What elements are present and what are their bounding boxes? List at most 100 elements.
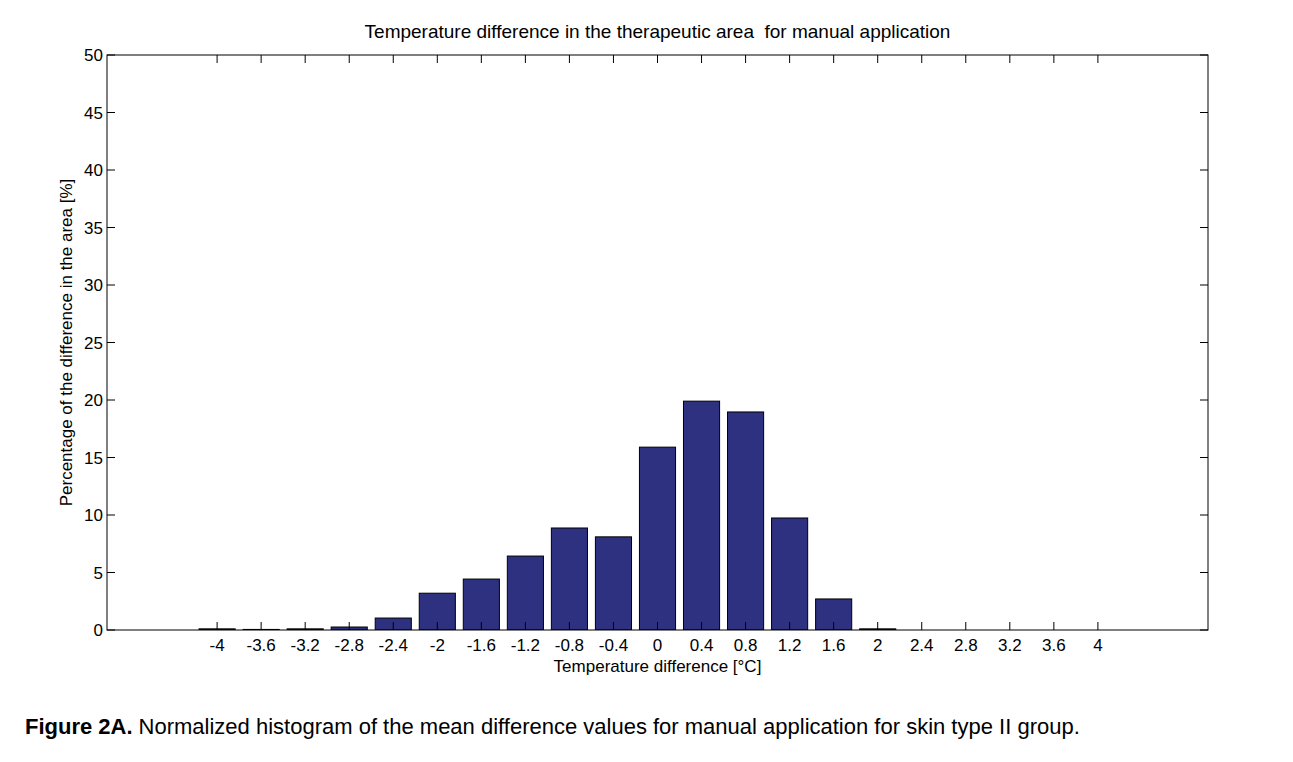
y-tick — [107, 112, 115, 113]
bar — [463, 579, 499, 630]
y-tick-label: 35 — [84, 219, 103, 238]
x-tick-label: 4 — [1093, 636, 1102, 655]
x-tick-label: 0.8 — [734, 636, 758, 655]
bar — [595, 537, 631, 630]
x-tick-label: 2.4 — [910, 636, 934, 655]
x-tick — [569, 622, 570, 630]
bar — [683, 401, 719, 630]
x-tick-top — [437, 55, 438, 63]
x-tick-label: -2.8 — [335, 636, 364, 655]
y-tick-right — [1200, 285, 1208, 286]
bar — [507, 556, 543, 630]
x-tick — [745, 622, 746, 630]
x-tick-label: 1.2 — [778, 636, 802, 655]
x-tick-top — [393, 55, 394, 63]
y-tick — [107, 400, 115, 401]
x-tick — [1009, 622, 1010, 630]
x-tick-top — [789, 55, 790, 63]
x-tick-label: 0 — [653, 636, 662, 655]
y-tick — [107, 227, 115, 228]
y-tick-label: 25 — [84, 334, 103, 353]
bar — [639, 447, 675, 630]
caption-text: Normalized histogram of the mean differe… — [139, 714, 1080, 739]
x-tick-top — [1097, 55, 1098, 63]
x-tick-top — [1053, 55, 1054, 63]
y-tick-label: 10 — [84, 506, 103, 525]
y-tick — [107, 285, 115, 286]
bar — [816, 599, 852, 630]
x-tick-label: -1.6 — [467, 636, 496, 655]
x-tick — [1053, 622, 1054, 630]
x-tick — [701, 622, 702, 630]
y-tick — [107, 170, 115, 171]
x-tick-top — [877, 55, 878, 63]
x-tick-top — [525, 55, 526, 63]
x-tick-label: 2 — [873, 636, 882, 655]
y-tick-right — [1200, 572, 1208, 573]
x-tick-top — [921, 55, 922, 63]
y-tick — [107, 342, 115, 343]
x-tick — [261, 622, 262, 630]
x-tick-label: -3.6 — [246, 636, 275, 655]
caption: Figure 2A.Normalized histogram of the me… — [25, 714, 1080, 739]
x-tick — [393, 622, 394, 630]
x-tick — [833, 622, 834, 630]
y-tick-label: 15 — [84, 449, 103, 468]
x-tick-label: -2 — [430, 636, 445, 655]
y-tick-right — [1200, 400, 1208, 401]
x-tick-label: 3.2 — [998, 636, 1022, 655]
x-tick-top — [349, 55, 350, 63]
x-tick — [789, 622, 790, 630]
x-tick-top — [569, 55, 570, 63]
y-tick-right — [1200, 55, 1208, 56]
x-tick — [921, 622, 922, 630]
y-tick-right — [1200, 112, 1208, 113]
y-tick-label: 0 — [94, 621, 103, 640]
chart: -4-3.6-3.2-2.8-2.4-2-1.6-1.2-0.8-0.400.4… — [0, 0, 1293, 762]
x-tick-label: 0.4 — [690, 636, 714, 655]
bar — [728, 412, 764, 630]
x-tick-top — [261, 55, 262, 63]
x-tick-label: -1.2 — [511, 636, 540, 655]
x-tick — [525, 622, 526, 630]
y-tick-label: 30 — [84, 276, 103, 295]
y-tick — [107, 55, 115, 56]
x-tick-label: 2.8 — [954, 636, 978, 655]
title: Temperature difference in the therapeuti… — [365, 21, 951, 42]
y-tick — [107, 515, 115, 516]
x-tick-label: 1.6 — [822, 636, 846, 655]
x-tick-label: -2.4 — [379, 636, 408, 655]
y-tick-label: 20 — [84, 391, 103, 410]
y-tick-right — [1200, 515, 1208, 516]
x-tick-top — [833, 55, 834, 63]
x-tick — [877, 622, 878, 630]
x-tick-top — [1009, 55, 1010, 63]
x-tick-top — [965, 55, 966, 63]
y-tick — [107, 630, 115, 631]
y-tick — [107, 457, 115, 458]
bars — [199, 401, 896, 630]
y-label: Percentage of the difference in the area… — [57, 179, 76, 507]
y-tick-right — [1200, 170, 1208, 171]
x-tick — [349, 622, 350, 630]
x-tick-top — [745, 55, 746, 63]
x-tick-top — [217, 55, 218, 63]
x-tick-top — [481, 55, 482, 63]
x-tick-label: -3.2 — [291, 636, 320, 655]
y-tick-label: 40 — [84, 161, 103, 180]
y-tick-label: 50 — [84, 46, 103, 65]
y-tick-right — [1200, 630, 1208, 631]
y-tick-label: 45 — [84, 104, 103, 123]
x-tick-top — [657, 55, 658, 63]
x-label: Temperature difference [°C] — [554, 657, 762, 676]
x-tick-label: -0.4 — [599, 636, 628, 655]
y-tick-right — [1200, 342, 1208, 343]
bar — [419, 593, 455, 630]
y-tick-label: 5 — [94, 564, 103, 583]
caption-label: Figure 2A. — [25, 714, 133, 739]
x-tick-top — [305, 55, 306, 63]
x-tick — [1097, 622, 1098, 630]
x-tick — [437, 622, 438, 630]
x-tick — [657, 622, 658, 630]
bar — [375, 618, 411, 630]
